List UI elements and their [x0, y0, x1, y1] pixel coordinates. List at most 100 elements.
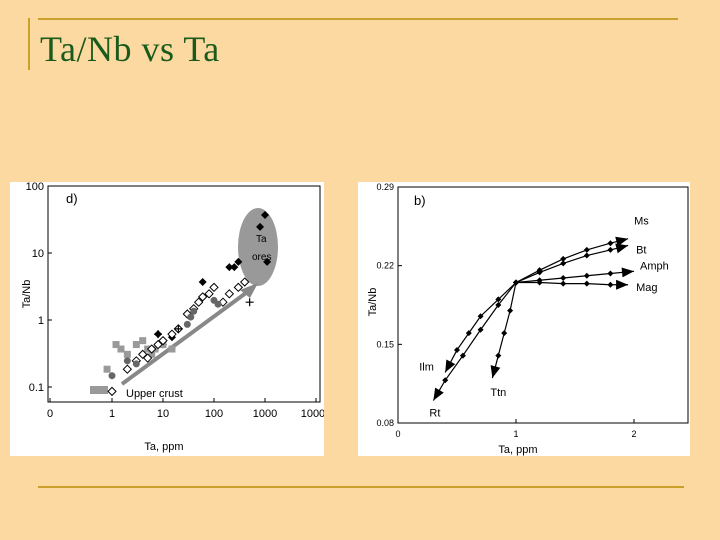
- y-axis-label-b: Ta/Nb: [367, 288, 379, 317]
- data-point-d: [230, 263, 239, 272]
- x-tick-label-b: 1: [513, 429, 518, 439]
- data-point-d: [146, 344, 157, 354]
- chart-panel-b: 0.29 0.22 0.15 0.08 0 1 2 b) Ta, ppm Ta/Nb Ms…: [358, 182, 690, 456]
- data-point-d: [167, 329, 177, 339]
- y-tick-label-b: 0.22: [376, 261, 394, 271]
- data-point-d: [224, 289, 235, 299]
- series-line-bt: [515, 244, 629, 284]
- series-marker-ttn: [507, 307, 514, 314]
- series-marker-bt: [560, 260, 567, 267]
- x-tick-label-d: 1000: [253, 408, 277, 420]
- series-marker-mag: [536, 279, 543, 286]
- upper-crust-marker: [90, 386, 108, 394]
- series-line-ms: [515, 238, 629, 284]
- data-point-d: [214, 300, 222, 308]
- bottom-rule: [38, 486, 684, 488]
- series-label-ttn: Ttn: [490, 387, 506, 399]
- y-tick-label-d: 0.1: [29, 382, 44, 394]
- series-marker-amph: [560, 275, 567, 282]
- data-point-d: [112, 341, 120, 349]
- series-marker-rt: [442, 377, 449, 384]
- panel-label-b: b): [414, 193, 426, 208]
- data-point-d: [103, 365, 111, 373]
- series-line-amph: [515, 270, 635, 284]
- data-point-d: [234, 257, 243, 266]
- x-tick-label-d: 100: [205, 408, 223, 420]
- top-rule: [38, 18, 678, 20]
- data-point-d: [198, 278, 207, 287]
- y-axis-label-d: Ta/Nb: [21, 280, 33, 309]
- series-label-ilm: Ilm: [419, 361, 434, 373]
- data-point-d: [239, 277, 250, 287]
- series-marker-amph: [607, 270, 614, 277]
- series-arrowhead-mag: [616, 279, 629, 290]
- series-label-amph: Amph: [640, 260, 669, 272]
- series-marker-rt: [495, 302, 502, 308]
- data-point-d: [132, 341, 140, 349]
- series-marker-bt: [607, 246, 614, 253]
- slide-title: Ta/Nb vs Ta: [40, 29, 220, 69]
- series-arrowhead-ilm: [445, 359, 456, 373]
- x-axis-label-b: Ta, ppm: [498, 444, 537, 456]
- data-point-d: [139, 337, 147, 345]
- data-point-d: [123, 350, 131, 358]
- data-point-d: [142, 353, 153, 363]
- series-marker-mag: [583, 280, 590, 287]
- y-tick-label-d: 10: [32, 248, 44, 260]
- series-label-rt: Rt: [429, 408, 440, 420]
- series-label-ms: Ms: [634, 216, 649, 228]
- data-point-d: [148, 350, 156, 358]
- x-tick-label-d: 10: [157, 408, 169, 420]
- series-marker-rt: [477, 326, 484, 333]
- series-marker-rt: [459, 352, 466, 359]
- x-tick-label-d: 10000: [301, 408, 324, 420]
- series-marker-ilm: [477, 313, 484, 320]
- data-point-d: [263, 257, 272, 266]
- x-axis-label-d: Ta, ppm: [144, 441, 183, 453]
- series-label-bt: Bt: [636, 244, 646, 256]
- plot-frame-d: [47, 185, 321, 403]
- series-marker-ttn: [495, 352, 502, 359]
- series-label-mag: Mag: [636, 282, 657, 294]
- series-marker-ilm: [495, 296, 502, 303]
- series-arrowhead-ttn: [490, 365, 501, 379]
- series-marker-bt: [583, 252, 590, 259]
- chart-b-svg: 0.29 0.22 0.15 0.08 0 1 2 b) Ta, ppm Ta/Nb Ms…: [367, 182, 689, 456]
- data-point-d: [123, 357, 131, 365]
- data-point-d: [233, 282, 244, 293]
- upper-crust-arrow: [120, 288, 252, 386]
- series-arrowhead-amph: [621, 267, 634, 278]
- series-marker-mag: [560, 280, 567, 287]
- data-point-d: [132, 360, 140, 368]
- data-point-d: [108, 372, 116, 380]
- series-line-ilm: [444, 282, 517, 373]
- data-point-d: [190, 307, 198, 315]
- series-marker-ms: [607, 240, 614, 247]
- data-point-d: [245, 298, 254, 307]
- x-tick-label-d: 0: [47, 408, 53, 420]
- y-tick-label-b: 0.29: [376, 182, 394, 192]
- y-tick-label-b: 0.15: [376, 339, 394, 349]
- data-point-d: [154, 330, 163, 339]
- series-marker-ilm: [454, 346, 460, 353]
- data-point-d: [187, 313, 195, 321]
- data-point-d: [117, 345, 125, 353]
- upper-crust-arrowhead: [240, 283, 258, 298]
- chart-panel-d: 100 10 1 0.1 0 1 10 100 1000 10000 d) Ta, ppm Ta…: [10, 181, 331, 456]
- data-point-d: [153, 339, 163, 350]
- data-point-d: [209, 282, 219, 293]
- data-point-d: [168, 345, 176, 353]
- series-marker-ms: [583, 246, 590, 253]
- series-marker-ttn: [501, 330, 508, 337]
- annotation-ores: ores: [252, 252, 271, 263]
- plot-frame-b: [397, 186, 689, 424]
- data-point-d: [193, 297, 204, 307]
- annotation-upper-crust: Upper crust: [126, 388, 183, 400]
- data-point-d: [122, 364, 133, 374]
- data-point-d: [107, 386, 117, 397]
- data-point-d: [158, 335, 168, 346]
- series-arrowhead-rt: [433, 387, 444, 401]
- series-marker-mag: [607, 281, 614, 288]
- x-tick-label-b: 2: [631, 429, 636, 439]
- series-marker-ilm: [465, 330, 472, 337]
